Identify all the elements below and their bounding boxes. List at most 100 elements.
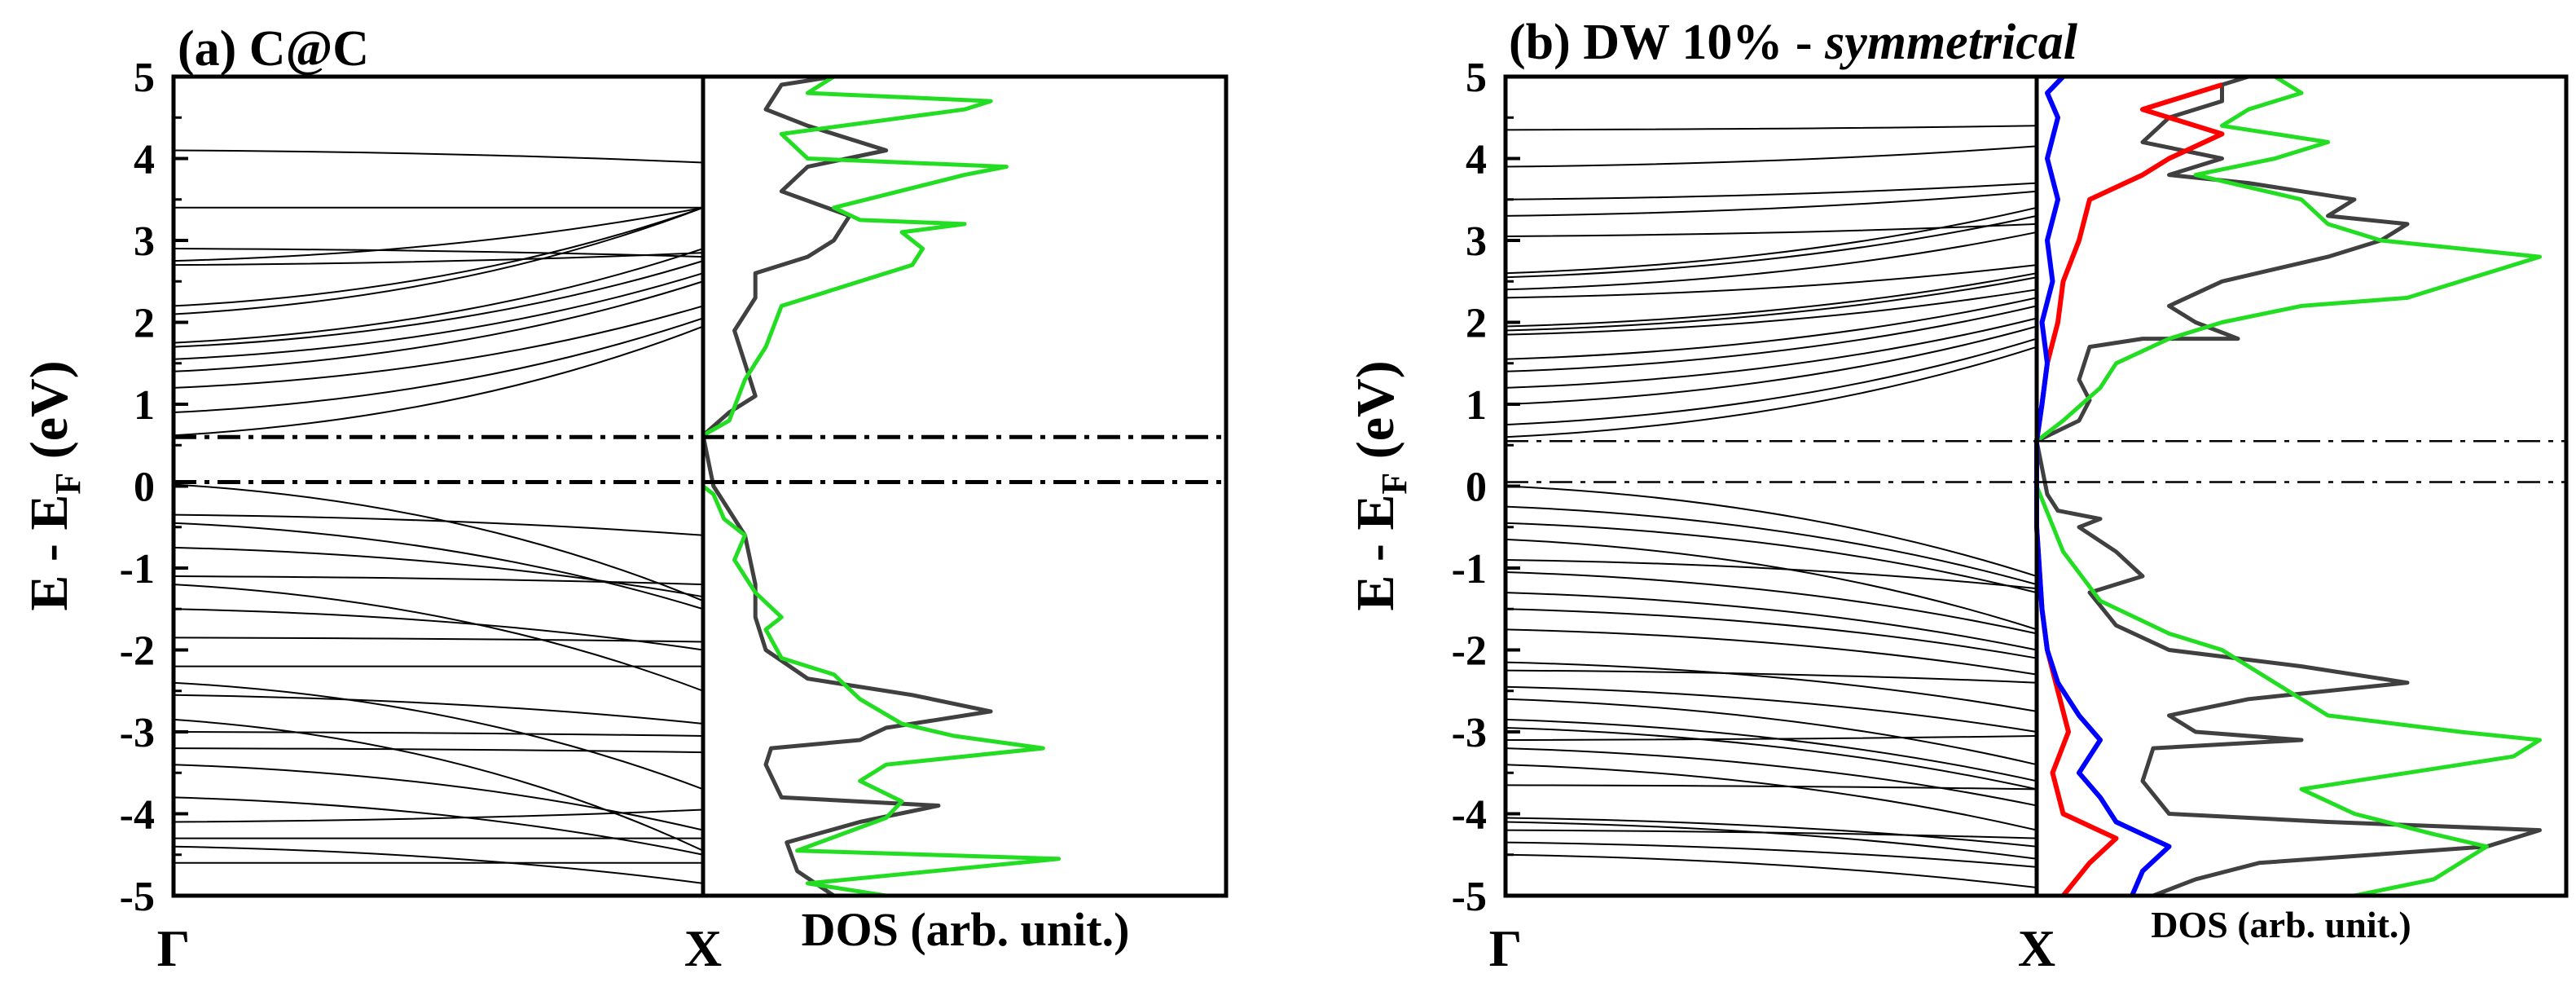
y-tick-label: -2 [1452,628,1487,675]
valence-band [173,608,704,651]
y-tick-label: -5 [120,874,155,920]
y-tick-label: 3 [134,218,155,265]
dos-lines [2034,74,2542,898]
conduction-band [1505,305,2038,372]
conduction-band [1505,317,2038,389]
conduction-band [173,272,704,360]
valence-band [1505,522,2038,594]
band-lines [1505,125,2038,888]
conduction-band [1505,346,2038,438]
valence-band [173,681,704,791]
y-tick-label: 4 [1466,137,1487,183]
valence-band [1505,661,2038,712]
dos-series-blue [2034,74,2172,897]
y-tick-label: 2 [134,301,155,347]
band-frame [171,74,706,898]
valence-band [1505,784,2038,791]
panel-title: (b) DW 10% - symmetrical [1509,15,2078,70]
valence-band [173,731,704,738]
conduction-band [1505,145,2038,168]
valence-band [1505,853,2038,888]
y-tick-label: 4 [134,137,155,183]
conduction-band [173,149,704,164]
conduction-band [1505,214,2038,279]
valence-band [1505,669,2038,684]
y-tick-label: -1 [120,546,155,593]
y-tick-label: 1 [134,382,155,429]
band-lines [173,149,704,884]
y-tick-label: 5 [134,55,155,101]
valence-band [1505,747,2038,807]
y-axis-label: E - EF (eV) [1346,360,1414,610]
valence-band [173,718,704,852]
y-tick-label: 2 [1466,301,1487,347]
y-tick-label: 1 [1466,382,1487,429]
y-tick-label: 3 [1466,218,1487,265]
valence-band [1505,558,2038,590]
y-ticks: 5 4 3 2 1 0 -1 -2 -3 -4 -5 [1452,55,2038,920]
valence-band [173,694,704,725]
y-tick-label: -4 [1452,792,1487,839]
valence-band [1505,571,2038,635]
valence-band [1505,726,2038,791]
dos-frame [2034,74,2569,898]
y-tick-label: 0 [1466,465,1487,511]
dos-series-total [701,74,993,898]
conduction-band [173,260,704,348]
kpoint-gamma: Γ [157,919,191,977]
valence-band [1505,764,2038,831]
valence-band [1505,685,2038,733]
conduction-band [1505,206,2038,275]
conduction-band [173,325,704,437]
valence-band [173,522,704,610]
conduction-band [1505,182,2038,200]
panel-a: 5 4 3 2 1 0 -1 -2 -3 -4 -5 (a) C@C E - EF (eV) Γ X… [20,21,1229,977]
valence-band [173,637,704,643]
valence-band [1505,735,2038,742]
valence-band [1505,608,2038,659]
dos-series-component [2034,74,2542,898]
valence-band [1505,841,2038,868]
valence-band [1505,829,2038,839]
kpoint-x: X [684,919,722,977]
dos-axis-label: DOS (arb. unit.) [2151,904,2411,945]
valence-band [173,764,704,831]
valence-band [1505,698,2038,766]
conduction-band [1505,337,2038,426]
y-tick-label: -1 [1452,546,1487,593]
conduction-band [1505,125,2038,131]
dos-frame [701,74,1229,898]
conduction-band [1505,325,2038,405]
conduction-band [1505,272,2038,328]
dos-axis-label: DOS (arb. unit.) [802,903,1130,956]
panel-b: 5 4 3 2 1 0 -1 -2 -3 -4 -5 (b) DW 10% - symmetrica… [1346,15,2569,977]
kpoint-x: X [2018,919,2055,977]
panel-title: (a) C@C [178,21,369,77]
y-tick-label: -3 [120,710,155,756]
valence-band [1505,821,2038,860]
conduction-band [173,305,704,389]
valence-band [173,808,704,823]
conduction-band [1505,289,2038,336]
valence-band [173,483,704,602]
y-tick-label: 5 [1466,55,1487,101]
conduction-band [173,280,704,372]
y-tick-label: -3 [1452,710,1487,756]
y-ticks: 5 4 3 2 1 0 -1 -2 -3 -4 -5 [120,55,705,920]
conduction-band [173,248,704,258]
conduction-band [1505,297,2038,360]
conduction-band [173,206,704,315]
valence-band [173,845,704,884]
valence-band [1505,817,2038,848]
y-tick-label: 0 [134,465,155,511]
conduction-band [1505,231,2038,291]
conduction-band [173,317,704,414]
reference-lines [174,434,1226,484]
dos-series-total [2034,74,2542,898]
conduction-band [173,248,704,344]
valence-band [173,575,704,586]
conduction-band [173,206,704,262]
conduction-band [1505,264,2038,299]
dos-lines [701,74,1062,898]
